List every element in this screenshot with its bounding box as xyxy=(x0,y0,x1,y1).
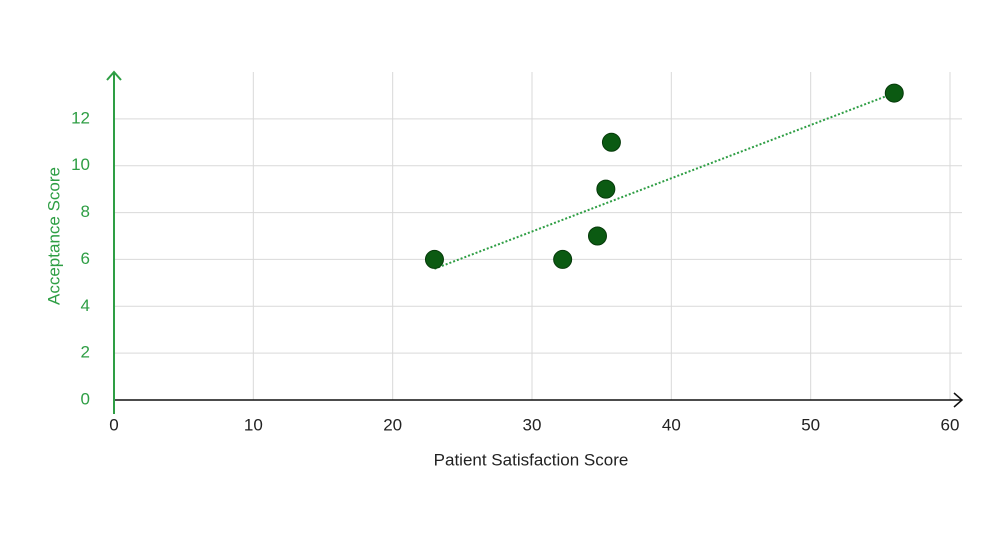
x-tick-label: 60 xyxy=(941,415,960,434)
x-tick-label: 20 xyxy=(383,415,402,434)
y-tick-label: 8 xyxy=(81,202,90,221)
scatter-point xyxy=(601,132,621,152)
x-tick-label: 0 xyxy=(109,415,118,434)
y-axis-arrow xyxy=(106,70,122,81)
x-axis-arrow xyxy=(953,392,964,408)
y-tick-label: 2 xyxy=(81,343,90,362)
x-tick-label: 30 xyxy=(523,415,542,434)
y-tick-label: 4 xyxy=(81,296,90,315)
y-tick-label: 6 xyxy=(81,249,90,268)
x-axis-label: Patient Satisfaction Score xyxy=(434,450,629,469)
x-tick-label: 40 xyxy=(662,415,681,434)
y-tick-label: 0 xyxy=(81,389,90,408)
scatter-point xyxy=(587,226,607,246)
x-tick-label: 10 xyxy=(244,415,263,434)
trend-line xyxy=(434,92,895,270)
y-tick-label: 10 xyxy=(71,155,90,174)
y-axis-label: Acceptance Score xyxy=(44,167,63,305)
x-tick-label: 50 xyxy=(801,415,820,434)
y-tick-label: 12 xyxy=(71,108,90,127)
scatter-point xyxy=(596,179,616,199)
scatter-point xyxy=(884,83,904,103)
scatter-point xyxy=(424,249,444,269)
scatter-point xyxy=(553,249,573,269)
